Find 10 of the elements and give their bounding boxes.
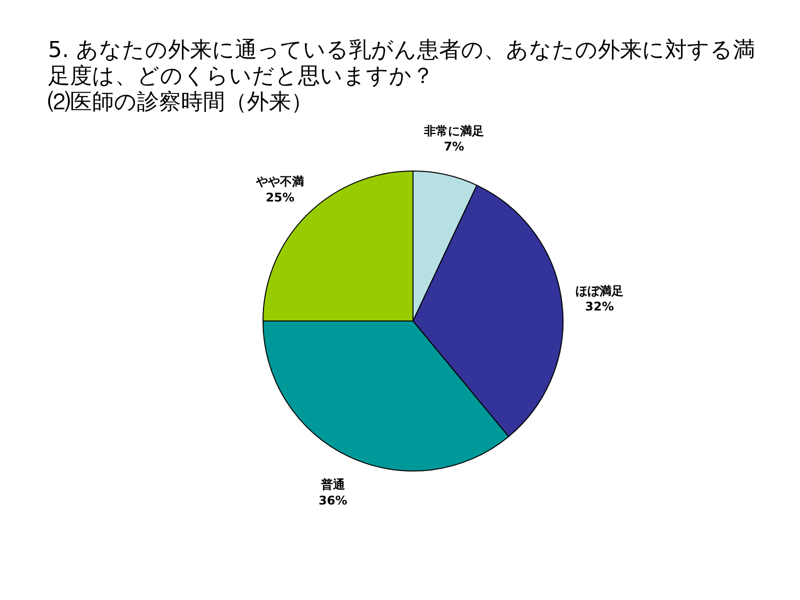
chart-title: 5. あなたの外来に通っている乳がん患者の、あなたの外来に対する満足度は、どのくらいだと思いますか？ bbox=[48, 38, 756, 90]
data-label: 25% bbox=[266, 190, 294, 204]
slice-label: 普通 bbox=[320, 478, 346, 492]
data-label: 7% bbox=[444, 140, 464, 154]
data-label: 36% bbox=[318, 493, 348, 508]
slice-label: やや不満 bbox=[255, 174, 304, 189]
chart-subtitle: ⑵医師の診察時間（外来） bbox=[48, 90, 314, 116]
slice-label: ほぼ満足 bbox=[576, 284, 624, 298]
data-label: 32% bbox=[585, 300, 614, 314]
slice-label: 非常に満足 bbox=[423, 124, 484, 138]
